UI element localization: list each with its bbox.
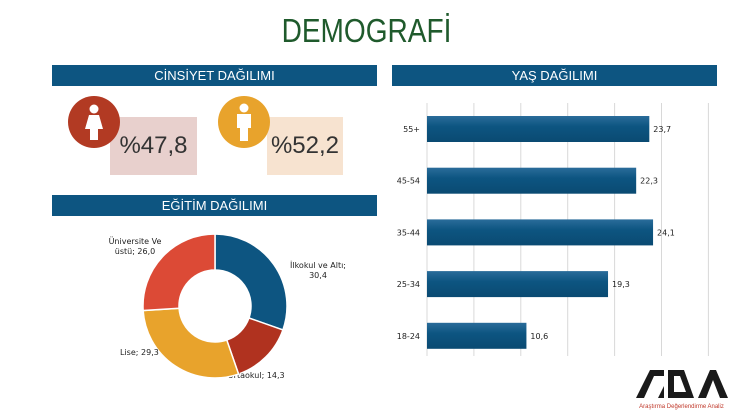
bar-18-24 [427,322,527,349]
bar-55+ [427,116,650,142]
slice-3 [142,233,216,312]
ada-logo: Araştırma Değerlendirme Analiz [634,366,729,410]
bar-45-54 [427,167,637,194]
age-header: YAŞ DAĞILIMI [392,65,717,86]
category-label: 55+ [403,125,420,134]
category-label: 45-54 [397,177,420,186]
data-label: 19,3 [612,280,630,289]
male-person-icon [218,96,270,148]
slice-label: Lise; 29,3 [120,348,159,357]
category-label: 25-34 [397,280,420,289]
slice-2 [142,307,240,379]
slice-label: Ortaokul; 14,3 [227,371,284,380]
slice-label: üstü; 26,0 [115,247,156,256]
gender-header: CİNSİYET DAĞILIMI [52,65,377,86]
slice-label: Üniversite Ve [109,236,162,246]
data-label: 24,1 [657,228,675,237]
page-title: DEMOGRAFİ [281,12,452,49]
education-header: EĞİTİM DAĞILIMI [52,195,377,216]
slice-label: İlkokul ve Altı; [290,260,346,270]
category-label: 35-44 [397,228,420,237]
data-label: 23,7 [653,125,671,134]
male-percent: %52,2 [267,117,343,175]
slice-0 [214,233,288,331]
female-percent: %47,8 [110,117,197,175]
bar-35-44 [427,219,654,246]
slice-label: 30,4 [309,271,327,280]
data-label: 22,3 [640,177,658,186]
data-label: 10,6 [530,332,548,341]
logo-tagline: Araştırma Değerlendirme Analiz [639,404,724,410]
category-label: 18-24 [397,332,420,341]
bar-25-34 [427,271,609,298]
female-person-icon [68,96,120,148]
